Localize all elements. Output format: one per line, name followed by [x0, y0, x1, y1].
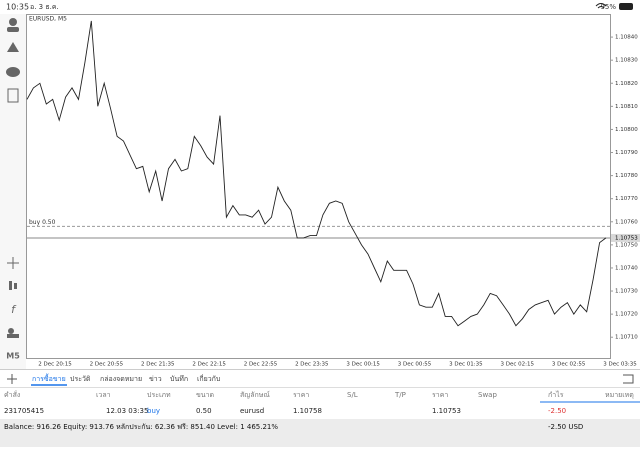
tab[interactable]: ประวัติ — [70, 375, 91, 383]
column-header: ประเภท — [147, 391, 171, 399]
cell: -2.50 — [548, 407, 566, 415]
y-tick-label: 1.10790 — [615, 150, 638, 156]
table: คำสั่ง เวลา ประเภท ขนาด สัญลักษณ์ ราคา S/L T/P ร… — [4, 390, 640, 415]
column-header: ขนาด — [196, 391, 214, 399]
icon-trade[interactable] — [7, 42, 19, 52]
icon-candles-2 — [14, 283, 17, 289]
icon-candles[interactable] — [9, 281, 12, 290]
x-tick-label: 3 Dec 00:15 — [346, 362, 380, 368]
y-tick-label: 1.10760 — [615, 219, 638, 225]
x-tick-label: 2 Dec 21:35 — [141, 362, 175, 368]
x-tick-label: 3 Dec 01:35 — [449, 362, 483, 368]
chart-title: EURUSD, M5 — [29, 16, 67, 23]
y-tick-label: 1.10840 — [615, 35, 638, 41]
cell: eurusd — [240, 407, 264, 415]
y-tick-label: 1.10810 — [615, 104, 638, 110]
side-icons: f — [6, 18, 20, 338]
battery-text: 95% — [600, 3, 616, 11]
order-line-label: buy 0.50 — [29, 219, 56, 226]
y-tick-label: 1.10820 — [615, 81, 638, 87]
wifi-icon — [595, 3, 607, 9]
column-header: คำสั่ง — [4, 390, 20, 399]
balance-bar — [0, 419, 640, 447]
tab[interactable]: การซื้อขาย — [32, 372, 66, 383]
cell: 1.10753 — [432, 407, 461, 415]
balance-profit: -2.50 USD — [548, 423, 583, 431]
icon-chat[interactable] — [6, 67, 20, 77]
column-header: สัญลักษณ์ — [240, 391, 270, 399]
timeframe-button[interactable]: M5 — [6, 352, 20, 361]
balance-text: Balance: 916.26 Equity: 913.76 หลักประกั… — [4, 423, 278, 431]
y-tick-label: 1.10730 — [615, 289, 638, 295]
column-header: หมายเหตุ — [605, 391, 634, 399]
icon-indicator[interactable]: f — [11, 303, 17, 316]
y-tick-label: 1.10710 — [615, 335, 638, 341]
x-tick-label: 2 Dec 22:15 — [192, 362, 226, 368]
x-tick-label: 2 Dec 20:55 — [90, 362, 124, 368]
y-tick-label: 1.10720 — [615, 312, 638, 318]
add-button[interactable] — [7, 374, 17, 384]
icon-account-body — [7, 27, 19, 32]
cell: 0.50 — [196, 407, 212, 415]
column-header: S/L — [347, 391, 358, 399]
x-tick-label: 3 Dec 00:55 — [398, 362, 432, 368]
icon-objects-2 — [7, 334, 19, 338]
tab[interactable]: ข่าว — [149, 375, 162, 383]
cell: 12.03 03:35 — [106, 407, 148, 415]
tab[interactable]: บันทึก — [170, 374, 188, 383]
y-tick-label: 1.10830 — [615, 58, 638, 64]
y-tick-label: 1.10750 — [615, 242, 638, 248]
x-tick-label: 3 Dec 03:35 — [603, 362, 637, 368]
icon-objects[interactable] — [8, 328, 14, 334]
x-tick-label: 3 Dec 02:55 — [552, 362, 586, 368]
cell: 231705415 — [4, 407, 44, 415]
status-time: 10:35 — [6, 3, 29, 12]
icon-account[interactable] — [9, 18, 17, 26]
battery-icon — [619, 3, 633, 10]
cell: 1.10758 — [293, 407, 322, 415]
price-tag — [611, 233, 640, 242]
x-tick-label: 3 Dec 02:15 — [501, 362, 535, 368]
tabs: การซื้อขาย ประวัติ กล่องจดหมาย ข่าว บันทึก เก… — [31, 372, 220, 386]
icon-crosshair[interactable] — [7, 257, 19, 269]
y-tick-label: 1.10770 — [615, 196, 638, 202]
column-header: เวลา — [96, 391, 111, 399]
cell: buy — [147, 407, 160, 415]
column-header: กำไร — [548, 390, 564, 399]
chart: 1.10840 1.10830 1.10820 1.10810 1.10800 1.107… — [26, 20, 640, 368]
x-tick-label: 2 Dec 20:15 — [38, 362, 72, 368]
chart-frame — [26, 14, 611, 359]
price-line — [26, 20, 607, 327]
status-date: อ. 3 ธ.ค. — [30, 3, 59, 11]
price-tag-label: 1.10753 — [615, 235, 638, 241]
x-tick-label: 2 Dec 22:55 — [244, 362, 278, 368]
y-tick-label: 1.10780 — [615, 173, 638, 179]
column-header: Swap — [478, 391, 497, 399]
icon-new[interactable] — [7, 88, 19, 103]
x-tick-label: 2 Dec 23:35 — [295, 362, 329, 368]
column-header: T/P — [394, 391, 406, 399]
column-header: ราคา — [432, 391, 448, 399]
y-tick-label: 1.10800 — [615, 127, 638, 133]
panel-toggle[interactable] — [623, 374, 634, 384]
tab[interactable]: กล่องจดหมาย — [100, 375, 142, 383]
column-header: ราคา — [293, 391, 309, 399]
tab[interactable]: เกี่ยวกับ — [197, 374, 220, 383]
y-tick-label: 1.10740 — [615, 265, 638, 271]
